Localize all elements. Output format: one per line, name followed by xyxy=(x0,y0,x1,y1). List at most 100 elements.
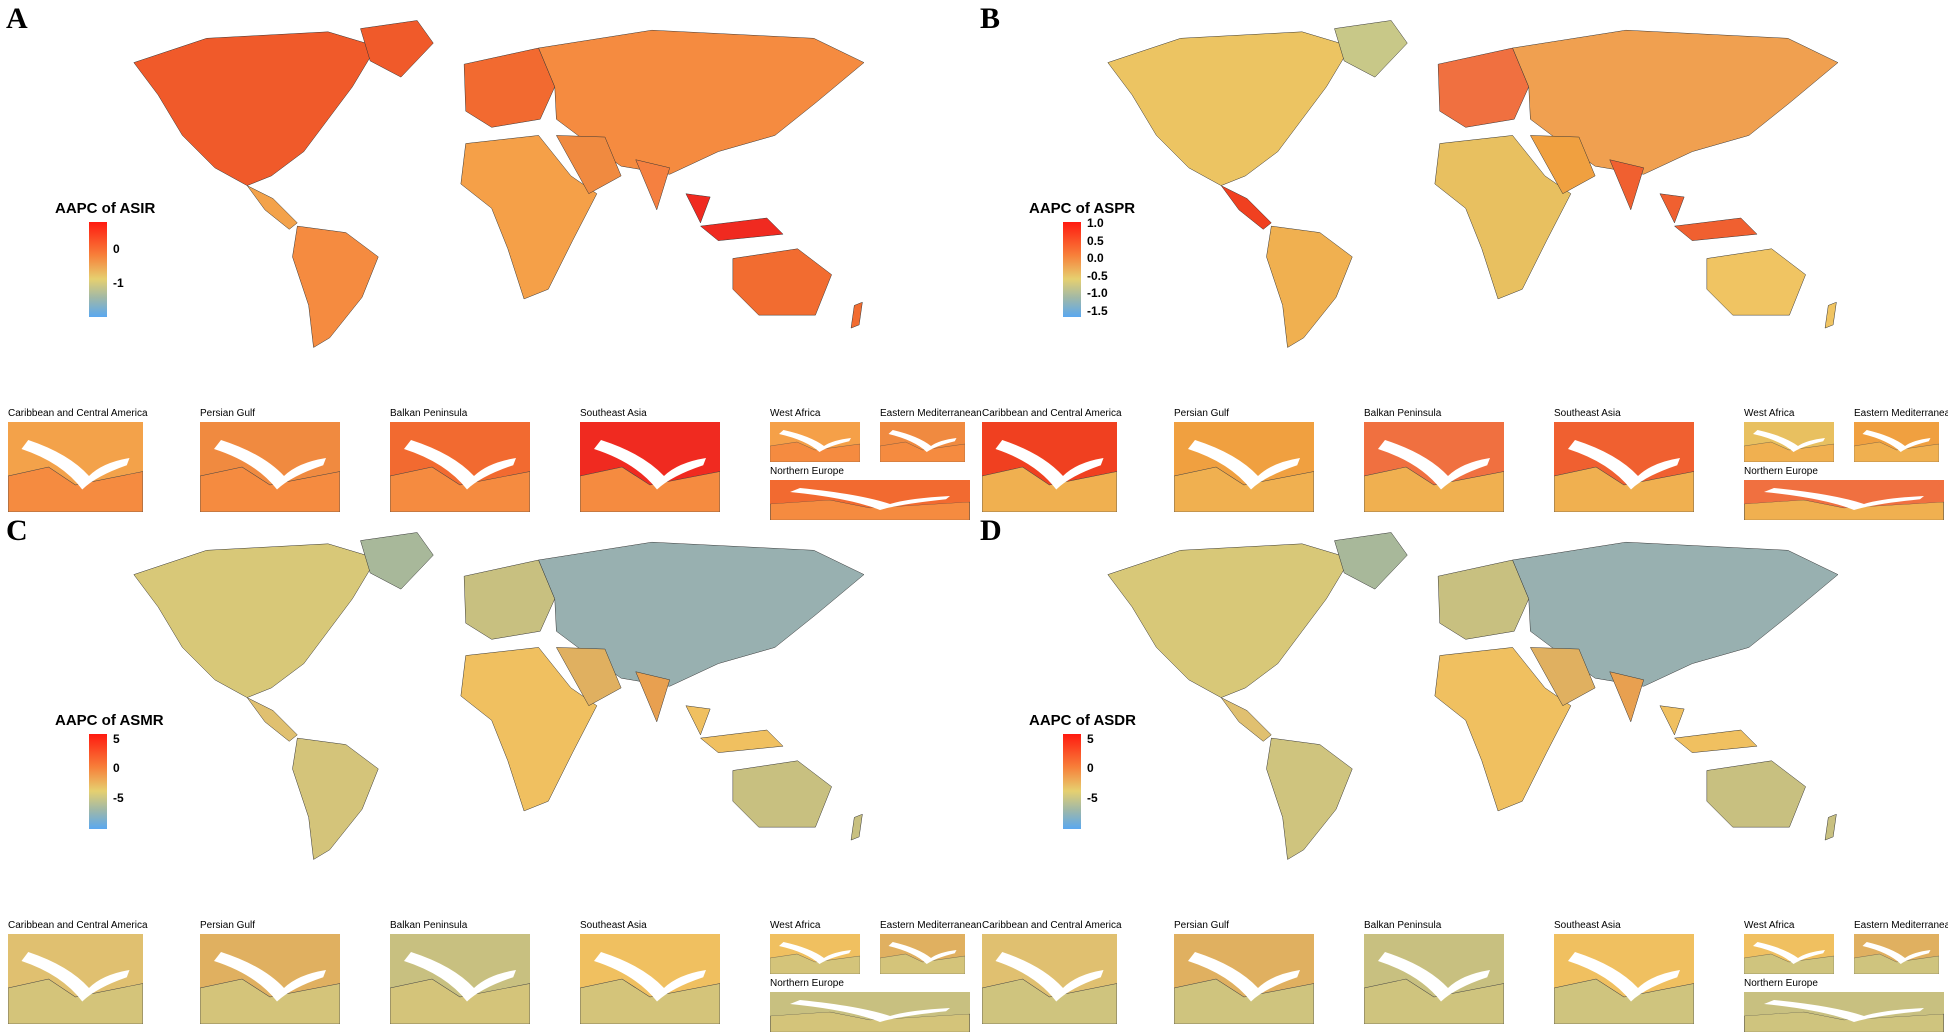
inset-map xyxy=(1554,422,1694,512)
world-map xyxy=(1107,532,1839,860)
legend-tick: 0 xyxy=(1087,761,1094,776)
legend-tick: -5 xyxy=(1087,791,1098,806)
inset-map xyxy=(1744,934,1834,974)
region-na xyxy=(1107,543,1352,698)
panel-d: D AAPC of ASDR 5 0 -5 Caribbean and Central A… xyxy=(974,512,1948,1032)
region-europe xyxy=(463,47,556,128)
legend-tick: 0.0 xyxy=(1087,251,1104,266)
region-aus xyxy=(1706,248,1837,329)
inset-map xyxy=(982,422,1117,512)
inset-map xyxy=(770,480,970,520)
inset-map xyxy=(200,422,340,512)
inset-maps: Caribbean and Central America Persian Gul… xyxy=(0,408,982,520)
world-map xyxy=(133,532,865,860)
inset-maps: Caribbean and Central America Persian Gul… xyxy=(974,920,1948,1032)
inset-map xyxy=(770,992,970,1032)
legend-tick: -0.5 xyxy=(1087,268,1108,283)
inset-label: Southeast Asia xyxy=(1554,920,1621,931)
panel-b: B AAPC of ASPR 1.0 0.5 0.0 -0.5 -1.0 -1.5 Caribb… xyxy=(974,0,1948,520)
legend-tick: 1.0 xyxy=(1087,216,1104,230)
region-africa xyxy=(460,135,598,300)
region-africa xyxy=(460,647,598,812)
region-aus xyxy=(732,760,863,841)
inset-label: Eastern Mediterranean xyxy=(1854,408,1948,419)
region-sea xyxy=(1659,193,1758,241)
inset-map xyxy=(1364,934,1504,1024)
legend-gradient xyxy=(1063,222,1081,317)
inset-label: Northern Europe xyxy=(770,978,844,989)
inset-map xyxy=(580,934,720,1024)
world-map xyxy=(133,20,865,348)
region-sa xyxy=(1266,737,1353,860)
inset-maps: Caribbean and Central America Persian Gul… xyxy=(974,408,1948,520)
inset-label: Northern Europe xyxy=(1744,978,1818,989)
world-map xyxy=(1107,20,1839,348)
region-sa xyxy=(292,225,379,348)
region-sea xyxy=(1659,705,1758,753)
legend-tick: 5 xyxy=(1087,732,1094,747)
legend-tick: 0 xyxy=(113,242,120,257)
inset-map xyxy=(880,422,965,462)
inset-map xyxy=(770,934,860,974)
inset-map xyxy=(1174,422,1314,512)
region-ca xyxy=(246,185,298,230)
region-india xyxy=(635,671,671,723)
inset-map xyxy=(390,934,530,1024)
inset-label: Southeast Asia xyxy=(580,920,647,931)
panel-letter: B xyxy=(980,2,1001,35)
inset-label: Southeast Asia xyxy=(1554,408,1621,419)
region-europe xyxy=(463,559,556,640)
inset-label: Persian Gulf xyxy=(1174,920,1230,931)
inset-label: Balkan Peninsula xyxy=(390,920,468,931)
region-greenland xyxy=(1334,20,1408,78)
inset-label: Balkan Peninsula xyxy=(1364,408,1442,419)
region-ca xyxy=(246,697,298,742)
legend-tick: -5 xyxy=(113,791,124,806)
region-me xyxy=(1529,135,1596,195)
region-sa xyxy=(292,737,379,860)
panel-a: A AAPC of ASIR 0 -1 Caribbean and Central Am… xyxy=(0,0,982,520)
legend-title: AAPC of ASPR xyxy=(1029,200,1136,217)
inset-map xyxy=(1554,934,1694,1024)
inset-label: Eastern Mediterranean xyxy=(1854,920,1948,931)
inset-label: Caribbean and Central America xyxy=(8,408,148,419)
legend-gradient xyxy=(89,222,107,317)
region-sea xyxy=(685,193,784,241)
inset-maps: Caribbean and Central America Persian Gul… xyxy=(0,920,982,1032)
color-legend: AAPC of ASPR 1.0 0.5 0.0 -0.5 -1.0 -1.5 xyxy=(1029,200,1149,330)
region-me xyxy=(1529,647,1596,707)
inset-label: Persian Gulf xyxy=(1174,408,1230,419)
inset-label: Persian Gulf xyxy=(200,920,256,931)
legend-tick: -1 xyxy=(113,275,124,290)
region-asia xyxy=(1512,29,1839,175)
inset-label: Caribbean and Central America xyxy=(8,920,148,931)
region-india xyxy=(1609,671,1645,723)
inset-label: Northern Europe xyxy=(1744,466,1818,477)
inset-label: West Africa xyxy=(1744,920,1795,931)
legend-tick: 0 xyxy=(113,761,120,776)
inset-label: Eastern Mediterranean xyxy=(880,408,982,419)
legend-title: AAPC of ASMR xyxy=(55,712,164,729)
region-me xyxy=(555,647,622,707)
panel-letter: A xyxy=(6,2,28,35)
region-india xyxy=(635,159,671,211)
region-greenland xyxy=(360,532,434,590)
inset-map xyxy=(1174,934,1314,1024)
region-europe xyxy=(1437,559,1530,640)
inset-label: Southeast Asia xyxy=(580,408,647,419)
inset-label: Balkan Peninsula xyxy=(1364,920,1442,931)
inset-map xyxy=(8,934,143,1024)
region-india xyxy=(1609,159,1645,211)
legend-title: AAPC of ASIR xyxy=(55,200,156,217)
inset-label: Caribbean and Central America xyxy=(982,920,1122,931)
inset-map xyxy=(770,422,860,462)
region-greenland xyxy=(1334,532,1408,590)
region-africa xyxy=(1434,647,1572,812)
inset-label: Northern Europe xyxy=(770,466,844,477)
legend-gradient xyxy=(89,734,107,829)
panel-c: C AAPC of ASMR 5 0 -5 Caribbean and Central A… xyxy=(0,512,982,1032)
panel-letter: D xyxy=(980,514,1002,547)
legend-title: AAPC of ASDR xyxy=(1029,712,1136,729)
region-ca xyxy=(1220,185,1272,230)
inset-map xyxy=(1364,422,1504,512)
